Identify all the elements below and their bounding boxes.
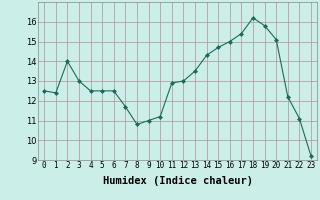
X-axis label: Humidex (Indice chaleur): Humidex (Indice chaleur) [103,176,252,186]
